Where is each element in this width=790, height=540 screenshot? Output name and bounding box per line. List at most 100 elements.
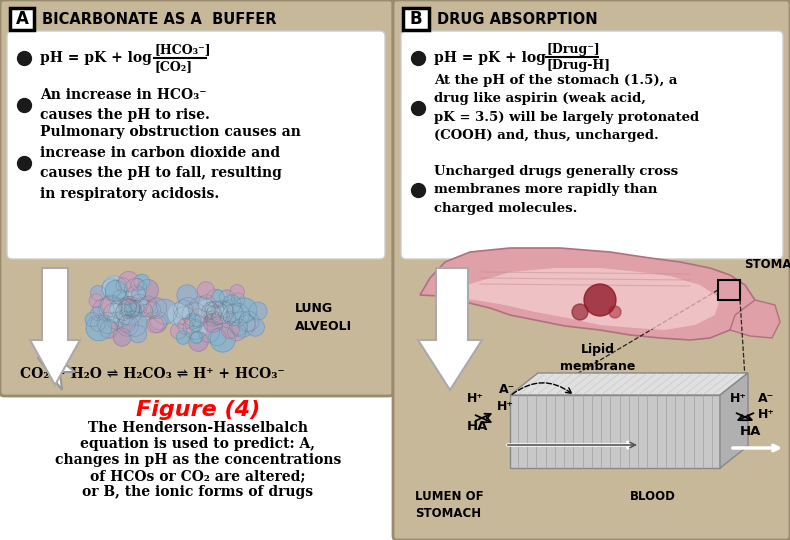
Circle shape: [176, 330, 190, 345]
Circle shape: [113, 328, 131, 346]
Circle shape: [246, 318, 265, 336]
Circle shape: [173, 307, 196, 329]
Polygon shape: [420, 248, 755, 340]
Text: changes in pH as the concentrations: changes in pH as the concentrations: [55, 453, 341, 467]
Circle shape: [131, 279, 144, 291]
Text: The Henderson-Hasselbalch: The Henderson-Hasselbalch: [88, 421, 308, 435]
Circle shape: [89, 294, 103, 308]
Circle shape: [231, 319, 247, 335]
Circle shape: [190, 332, 202, 343]
Circle shape: [85, 312, 100, 327]
Circle shape: [191, 331, 203, 343]
Text: B: B: [410, 10, 423, 28]
Text: HA: HA: [467, 420, 488, 433]
Circle shape: [147, 316, 164, 333]
Circle shape: [185, 313, 201, 329]
Circle shape: [190, 309, 208, 327]
Circle shape: [222, 304, 244, 326]
Polygon shape: [730, 300, 780, 338]
Circle shape: [119, 299, 137, 315]
Circle shape: [221, 321, 239, 339]
Circle shape: [91, 286, 106, 301]
Polygon shape: [720, 373, 748, 468]
Circle shape: [134, 274, 149, 290]
Circle shape: [131, 287, 145, 301]
Text: LUNG
ALVEOLI: LUNG ALVEOLI: [295, 302, 352, 334]
Circle shape: [223, 295, 241, 313]
Circle shape: [105, 280, 126, 301]
Circle shape: [118, 296, 141, 319]
Circle shape: [115, 304, 132, 321]
Circle shape: [122, 304, 135, 318]
Circle shape: [231, 293, 245, 306]
Polygon shape: [510, 395, 720, 468]
Circle shape: [182, 302, 206, 327]
Circle shape: [572, 304, 588, 320]
Circle shape: [220, 300, 242, 322]
Polygon shape: [30, 268, 80, 385]
Text: equation is used to predict: A,: equation is used to predict: A,: [81, 437, 315, 451]
Circle shape: [229, 312, 255, 337]
Circle shape: [207, 305, 222, 320]
Circle shape: [139, 301, 158, 320]
Polygon shape: [450, 268, 720, 330]
Circle shape: [139, 296, 156, 313]
Circle shape: [117, 315, 138, 336]
Text: [Drug-H]: [Drug-H]: [546, 59, 610, 72]
Circle shape: [239, 311, 259, 331]
FancyBboxPatch shape: [0, 0, 393, 396]
Circle shape: [125, 279, 147, 301]
Circle shape: [132, 298, 151, 317]
Text: BICARBONATE AS A  BUFFER: BICARBONATE AS A BUFFER: [42, 11, 276, 26]
Polygon shape: [38, 280, 75, 390]
Text: A: A: [16, 10, 28, 28]
Circle shape: [122, 297, 137, 312]
Circle shape: [114, 310, 130, 327]
Circle shape: [609, 306, 621, 318]
Circle shape: [90, 307, 104, 320]
Text: STOMACH: STOMACH: [744, 258, 790, 271]
Circle shape: [178, 319, 194, 334]
Text: DRUG ABSORPTION: DRUG ABSORPTION: [437, 11, 597, 26]
Circle shape: [206, 307, 221, 322]
FancyBboxPatch shape: [401, 31, 783, 259]
Circle shape: [128, 285, 146, 303]
Circle shape: [100, 295, 122, 317]
Circle shape: [205, 301, 228, 325]
Circle shape: [198, 282, 214, 299]
Circle shape: [102, 279, 122, 298]
Circle shape: [86, 315, 111, 341]
Circle shape: [198, 322, 220, 342]
Circle shape: [210, 327, 235, 352]
Circle shape: [584, 284, 616, 316]
Text: A⁻: A⁻: [758, 392, 774, 405]
Circle shape: [217, 302, 233, 318]
Circle shape: [211, 290, 228, 306]
Bar: [403, 8, 429, 30]
Circle shape: [224, 311, 236, 323]
Circle shape: [100, 320, 118, 338]
Circle shape: [107, 312, 124, 329]
Circle shape: [129, 301, 144, 316]
Text: Figure (4): Figure (4): [136, 400, 260, 420]
Circle shape: [103, 303, 123, 322]
Circle shape: [204, 314, 223, 332]
Circle shape: [116, 300, 142, 325]
Polygon shape: [418, 268, 482, 390]
Text: [HCO₃⁻]: [HCO₃⁻]: [154, 44, 211, 57]
Text: BLOOD: BLOOD: [630, 490, 676, 503]
Circle shape: [122, 312, 147, 336]
Text: Lipid
membrane: Lipid membrane: [560, 343, 636, 373]
Circle shape: [97, 312, 118, 334]
Circle shape: [137, 280, 159, 301]
Circle shape: [125, 303, 139, 318]
Bar: [718, 280, 740, 300]
Circle shape: [239, 315, 256, 332]
Circle shape: [118, 315, 135, 333]
Text: H⁺: H⁺: [730, 392, 747, 405]
Circle shape: [129, 325, 147, 343]
Text: At the pH of the stomach (1.5), a
drug like aspirin (weak acid,
pK = 3.5) will b: At the pH of the stomach (1.5), a drug l…: [434, 74, 699, 142]
Circle shape: [189, 296, 214, 322]
Circle shape: [183, 315, 208, 340]
Circle shape: [149, 315, 167, 333]
